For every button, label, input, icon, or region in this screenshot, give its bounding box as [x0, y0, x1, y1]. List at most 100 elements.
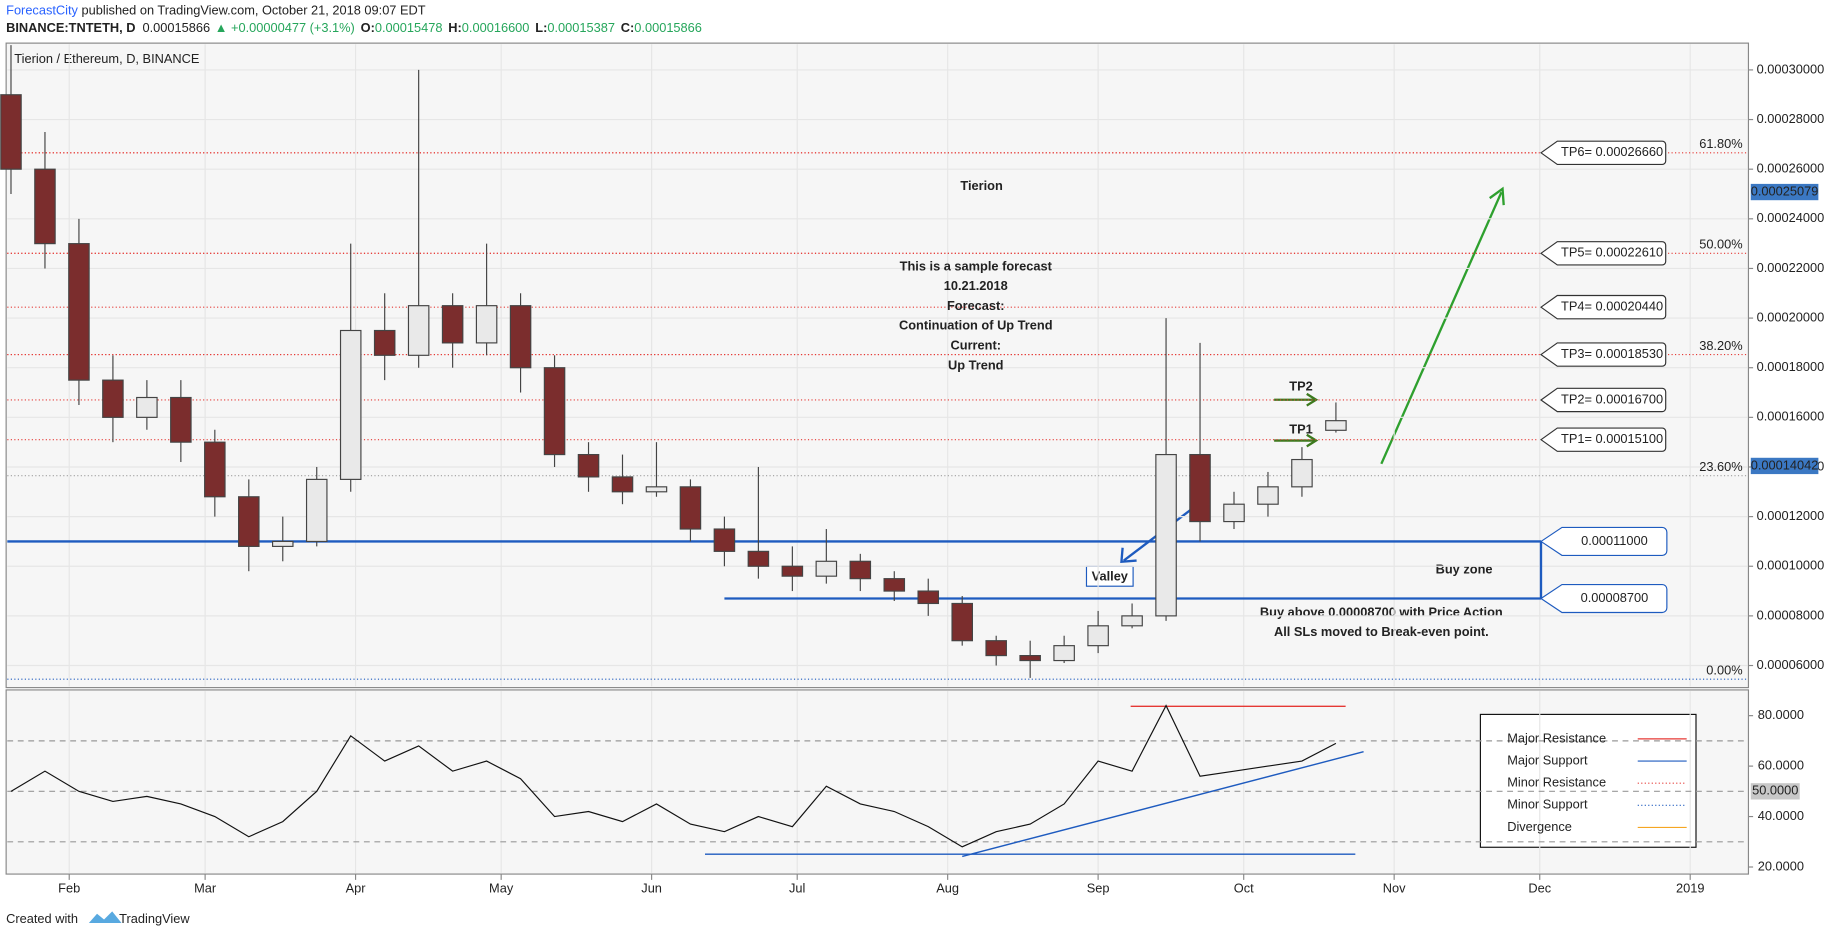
ohlc-value: 0.00015866 [634, 21, 702, 36]
footer-brand[interactable]: TradingView [119, 911, 190, 926]
valley-arrow-head [1120, 547, 1137, 564]
y-tick-label: 0.00030000 [1757, 61, 1825, 76]
forecast-line: 10.21.2018 [944, 278, 1008, 293]
last-price: 0.00015866 [143, 21, 211, 36]
forecast-line: Forecast: [947, 298, 1005, 313]
footer-created: Created with [6, 911, 78, 926]
target-box [1539, 241, 1667, 266]
ohlc-value: 0.00015387 [547, 21, 615, 36]
candle-body [679, 486, 702, 530]
header-line: ForecastCity published on TradingView.co… [6, 3, 426, 18]
forecast-arrow [1380, 191, 1503, 465]
candle-body [136, 396, 158, 418]
candle-body [102, 379, 124, 418]
x-tick-label: Feb [58, 881, 80, 896]
legend-label: Minor Support [1507, 797, 1588, 812]
candle-body [1189, 453, 1211, 523]
target-box [1539, 387, 1667, 413]
legend-label: Minor Resistance [1507, 775, 1606, 790]
y-tick-label: 0.00012000 [1757, 508, 1825, 523]
rsi-line [10, 704, 1337, 848]
sl-note: All SLs moved to Break-even point. [1274, 624, 1489, 639]
candle-body [713, 528, 736, 552]
candle-body [917, 590, 940, 605]
forecast-line: Current: [951, 338, 1001, 353]
y-tick-label: 80.0000 [1758, 707, 1804, 722]
y-tick-label: 0.00020000 [1757, 309, 1825, 324]
candle-body [985, 640, 1007, 657]
candle-body [645, 486, 668, 493]
y-tick-label: 0.00018000 [1757, 359, 1825, 374]
value-marker [1750, 783, 1800, 800]
candle-body [34, 168, 56, 245]
x-tick-label: 2019 [1676, 881, 1704, 896]
x-tick-label: Dec [1528, 881, 1551, 896]
candle-body [373, 329, 396, 356]
publisher[interactable]: ForecastCity [6, 3, 78, 18]
x-tick-label: Apr [346, 881, 367, 896]
buy-zone-label: Buy zone [1436, 561, 1493, 576]
ohlc-key: H: [448, 21, 462, 36]
tv-logo [88, 911, 122, 924]
candle-body [1223, 503, 1245, 523]
price-marker [1750, 183, 1819, 201]
published: published on TradingView.com, October 21… [78, 3, 426, 18]
legend-label: Major Resistance [1507, 730, 1606, 745]
price-marker-label: 0.00014042 [1751, 457, 1819, 472]
y-tick-label: 0.00026000 [1757, 161, 1825, 176]
y-tick-label: 60.0000 [1758, 757, 1804, 772]
fib-label: 23.60% [1699, 459, 1742, 474]
fib-label: 50.00% [1699, 237, 1742, 252]
y-tick-label: 0.00016000 [1757, 409, 1825, 424]
candle-body [543, 367, 566, 456]
legend-label: Major Support [1507, 752, 1588, 767]
zone-box [1539, 583, 1668, 614]
candle-body [1155, 453, 1177, 617]
y-tick-label: 0.00008000 [1757, 607, 1825, 622]
legend-label: Divergence [1507, 819, 1572, 834]
candle-body [170, 396, 192, 443]
candle-body [951, 602, 973, 642]
target-label: TP3= 0.00018530 [1561, 346, 1663, 361]
ohlc-key: O: [361, 21, 375, 36]
price-pane [5, 42, 1750, 689]
fib-label: 38.20% [1699, 338, 1742, 353]
tp2-label: TP2 [1289, 378, 1312, 393]
candle-body [407, 305, 430, 356]
forecast-line: Up Trend [948, 357, 1003, 372]
candle-body [577, 453, 600, 478]
candle-body [1121, 615, 1143, 627]
rsi-drawn-line [962, 751, 1364, 858]
target-label: TP4= 0.00020440 [1561, 299, 1663, 314]
x-tick-label: May [489, 881, 514, 896]
x-tick-label: Oct [1234, 881, 1254, 896]
valley-label: Valley [1092, 568, 1129, 583]
x-tick-label: Nov [1383, 881, 1406, 896]
y-tick-label: 0.00022000 [1757, 260, 1825, 275]
y-tick-label: 0.00010000 [1757, 558, 1825, 573]
candle-body [1087, 625, 1109, 647]
ohlc-value: 0.00016600 [462, 21, 530, 36]
target-box [1539, 294, 1667, 320]
candle-body [305, 478, 328, 543]
zone-label: 0.00008700 [1581, 590, 1649, 605]
tp1-arrow-head [1306, 433, 1319, 448]
target-box [1539, 140, 1667, 166]
ohlc-key: C: [621, 21, 635, 36]
fib-label: 0.00% [1706, 662, 1742, 677]
candle-body [815, 560, 838, 577]
candle-body [441, 305, 464, 344]
chart-subtitle: Tierion / Ethereum, D, BINANCE [14, 51, 199, 66]
target-box [1539, 427, 1667, 452]
x-tick-label: Sep [1087, 881, 1110, 896]
candle-body [509, 305, 532, 369]
zone-box [1539, 526, 1668, 556]
candle-body [68, 243, 90, 381]
candle-body [204, 441, 226, 498]
candle-body [339, 329, 362, 480]
candle-body [883, 578, 906, 592]
target-box [1539, 342, 1667, 367]
candle-body [1053, 645, 1075, 662]
